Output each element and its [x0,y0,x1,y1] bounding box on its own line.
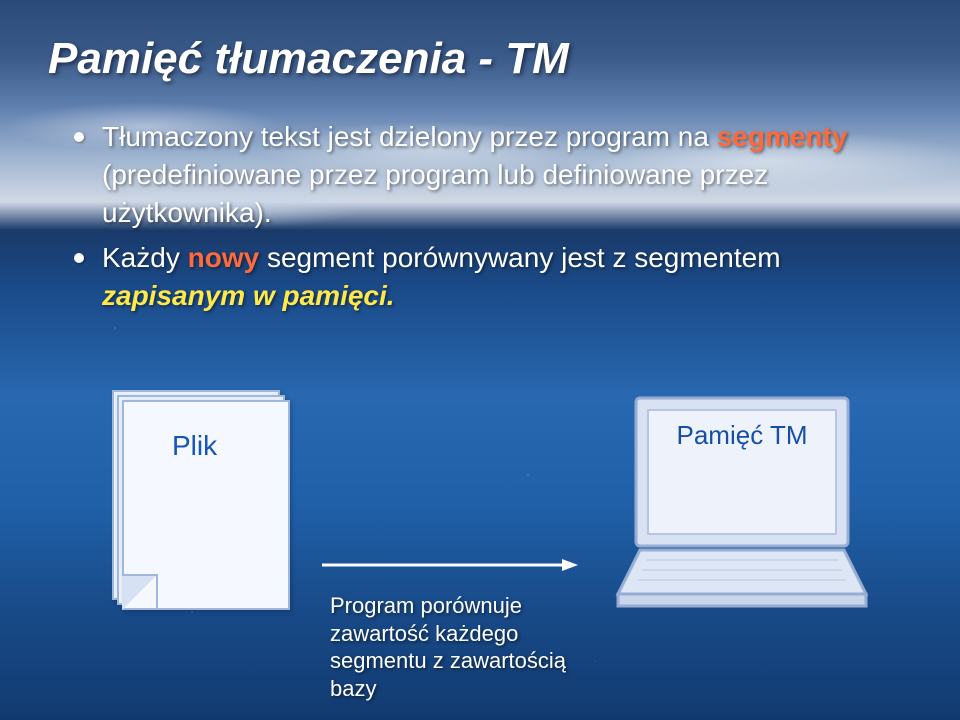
diagram: Plik Program porównuje zawartość każdego… [0,380,960,720]
arrow-caption-line3: segmentu z zawartością [330,648,566,673]
arrow-caption-line4: bazy [330,676,376,701]
bullet-1-text-after: (predefiniowane przez program lub defini… [102,159,768,228]
bullet-2-highlight-nowy: nowy [188,242,260,273]
bullet-1: Tłumaczony tekst jest dzielony przez pro… [72,118,912,231]
bullet-1-text-before: Tłumaczony tekst jest dzielony przez pro… [102,121,717,152]
arrow-caption: Program porównuje zawartość każdego segm… [330,592,600,702]
file-icon: Plik [112,390,292,610]
file-label: Plik [172,430,217,462]
slide-content: Pamięć tłumaczenia - TM Tłumaczony tekst… [0,0,960,720]
arrow-caption-line2: zawartość każdego [330,621,518,646]
bullet-2: Każdy nowy segment porównywany jest z se… [72,239,912,315]
bullet-2-highlight-tail: zapisanym w pamięci. [102,280,395,311]
arrow-caption-line1: Program porównuje [330,593,522,618]
laptop-icon: Pamięć TM [612,394,872,612]
file-page-front: Plik [122,400,290,610]
bullet-2-text-mid: segment porównywany jest z segmentem [259,242,780,273]
laptop-label: Pamięć TM [612,420,872,451]
bullet-list: Tłumaczony tekst jest dzielony przez pro… [72,118,912,315]
arrow-icon [320,558,580,572]
slide-title: Pamięć tłumaczenia - TM [48,34,912,84]
bullet-2-text-before: Każdy [102,242,188,273]
bullet-1-highlight-segmenty: segmenty [717,121,848,152]
